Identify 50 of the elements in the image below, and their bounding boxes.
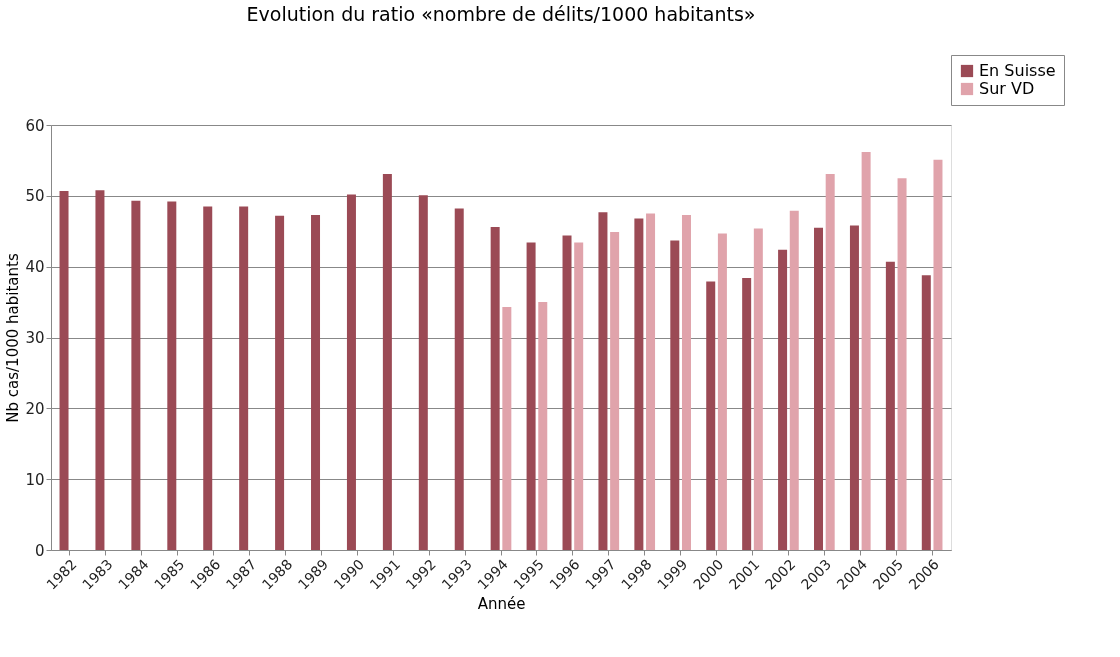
chart-title: Evolution du ratio «nombre de délits/1000 habitants» xyxy=(246,2,756,25)
bar xyxy=(717,233,727,550)
y-tick-label: 10 xyxy=(25,470,45,489)
bar xyxy=(562,235,572,550)
x-axis-title: Année xyxy=(477,594,526,613)
bar xyxy=(921,275,931,550)
bar xyxy=(825,173,835,550)
bar xyxy=(814,227,824,550)
bar xyxy=(502,307,512,550)
y-tick-label: 30 xyxy=(25,329,45,347)
bar xyxy=(167,201,177,550)
bar xyxy=(681,214,691,550)
bar xyxy=(933,159,943,550)
bar xyxy=(670,240,680,550)
y-axis-title: Nb cas/1000 habitants xyxy=(4,253,23,423)
y-tick-label: 50 xyxy=(25,187,45,206)
bar xyxy=(454,208,464,550)
bar xyxy=(897,178,907,550)
bar xyxy=(598,212,608,550)
bar xyxy=(634,218,644,550)
bar xyxy=(646,213,656,550)
bar xyxy=(203,206,213,550)
y-tick-label: 0 xyxy=(34,541,45,560)
legend-label: En Suisse xyxy=(979,61,1056,80)
bar xyxy=(574,242,584,550)
bar xyxy=(239,206,249,550)
bar xyxy=(59,190,69,550)
bar xyxy=(706,281,716,550)
y-tick-label: 40 xyxy=(25,258,45,277)
bar xyxy=(131,200,141,550)
bar xyxy=(753,228,763,550)
bar xyxy=(526,242,536,550)
bar xyxy=(418,195,428,550)
bar xyxy=(789,210,799,550)
bar xyxy=(778,249,788,550)
y-tick-label: 60 xyxy=(25,116,45,135)
bar xyxy=(490,227,500,550)
bar xyxy=(275,215,285,550)
bar xyxy=(742,278,752,550)
bar xyxy=(538,302,548,550)
bar xyxy=(311,214,321,550)
bar xyxy=(861,151,871,550)
bar xyxy=(382,173,392,550)
bar xyxy=(95,190,105,550)
bar xyxy=(849,225,859,550)
bar xyxy=(885,261,895,550)
legend-label: Sur VD xyxy=(979,79,1035,98)
bar xyxy=(346,194,356,550)
bar xyxy=(610,231,620,550)
y-tick-label: 20 xyxy=(25,399,45,418)
